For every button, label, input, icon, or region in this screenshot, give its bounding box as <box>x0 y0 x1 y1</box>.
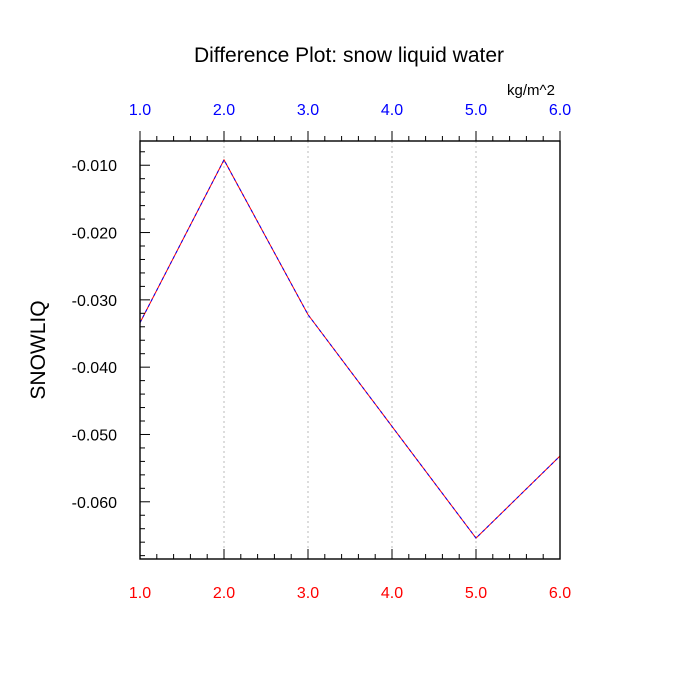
plot-frame <box>139 140 561 560</box>
y-tick-label: -0.020 <box>72 226 117 243</box>
x-tick-label-bottom: 4.0 <box>381 585 403 602</box>
x-tick-label-top: 5.0 <box>465 102 487 119</box>
series-line <box>139 158 561 539</box>
series-line-dash <box>139 158 561 539</box>
y-tick-label: -0.030 <box>72 293 117 310</box>
y-axis-label: SNOWLIQ <box>27 300 50 399</box>
series-layer <box>139 158 561 539</box>
chart-title: Difference Plot: snow liquid water <box>194 44 504 67</box>
x-tick-label-top: 3.0 <box>297 102 319 119</box>
y-tick-label: -0.060 <box>72 495 117 512</box>
units-label: kg/m^2 <box>507 82 555 99</box>
x-tick-label-top: 4.0 <box>381 102 403 119</box>
axis-layer: 1.0 1.0 2.0 2.0 3.0 3.0 4.0 4.0 5.0 5.0 6.0 6.0 -0.0… <box>72 102 572 602</box>
y-tick-label: -0.010 <box>72 158 117 175</box>
y-tick-label: -0.050 <box>72 427 117 444</box>
y-tick-label: -0.040 <box>72 360 117 377</box>
x-tick-label-bottom: 3.0 <box>297 585 319 602</box>
x-tick-label-bottom: 2.0 <box>213 585 235 602</box>
x-tick-label-bottom: 5.0 <box>465 585 487 602</box>
x-tick-label-bottom: 1.0 <box>129 585 151 602</box>
x-tick-label-top: 6.0 <box>549 102 571 119</box>
x-tick-label-bottom: 6.0 <box>549 585 571 602</box>
grid-layer <box>223 141 477 559</box>
x-tick-label-top: 1.0 <box>129 102 151 119</box>
x-tick-label-top: 2.0 <box>213 102 235 119</box>
